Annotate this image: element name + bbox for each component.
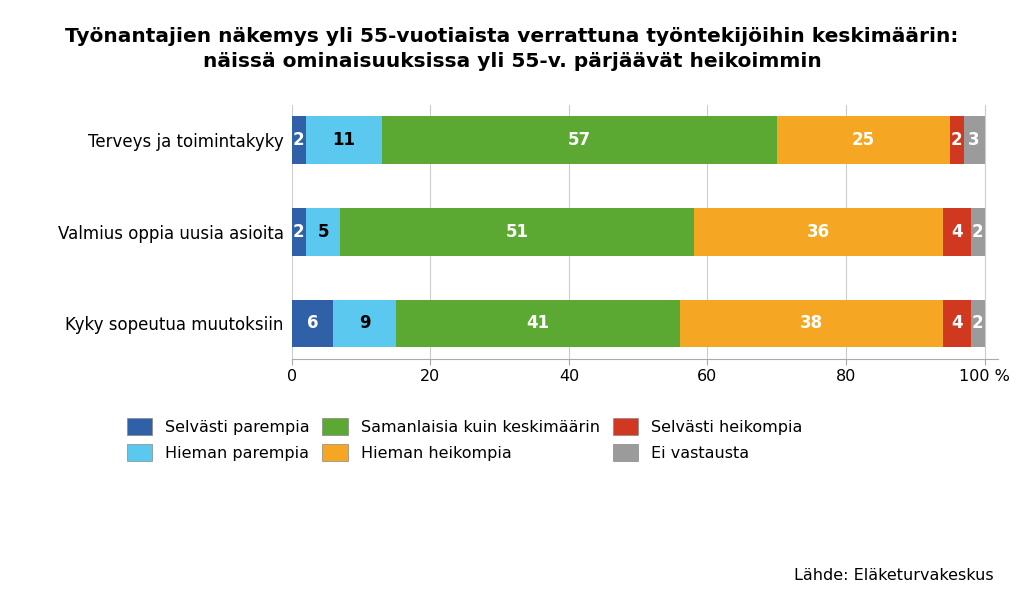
Text: 5: 5: [317, 222, 329, 241]
Bar: [943, 300, 971, 347]
Text: 4: 4: [951, 222, 963, 241]
Legend: Selvästi parempia, Hieman parempia, Samanlaisia kuin keskimäärin, Hieman heikomp: Selvästi parempia, Hieman parempia, Sama…: [127, 417, 802, 461]
Text: 57: 57: [567, 131, 591, 149]
Text: 41: 41: [526, 315, 549, 332]
Bar: [382, 116, 777, 164]
Bar: [334, 300, 395, 347]
Text: 51: 51: [506, 222, 528, 241]
Bar: [964, 116, 984, 164]
Text: 2: 2: [972, 222, 983, 241]
Bar: [950, 116, 964, 164]
Bar: [292, 116, 306, 164]
Bar: [943, 208, 971, 255]
Text: 9: 9: [358, 315, 371, 332]
Text: Työnantajien näkemys yli 55-vuotiaista verrattuna työntekijöihin keskimäärin:
nä: Työnantajien näkemys yli 55-vuotiaista v…: [66, 27, 958, 71]
Text: 11: 11: [333, 131, 355, 149]
Text: 2: 2: [293, 222, 304, 241]
Text: 38: 38: [800, 315, 823, 332]
Bar: [680, 300, 943, 347]
Text: 2: 2: [951, 131, 963, 149]
Text: 2: 2: [293, 131, 304, 149]
Bar: [777, 116, 950, 164]
Text: 25: 25: [852, 131, 874, 149]
Text: 2: 2: [972, 315, 983, 332]
Text: 3: 3: [969, 131, 980, 149]
Text: 36: 36: [807, 222, 829, 241]
Bar: [340, 208, 693, 255]
Bar: [971, 300, 984, 347]
Bar: [292, 300, 334, 347]
Text: 6: 6: [307, 315, 318, 332]
Text: 4: 4: [951, 315, 963, 332]
Bar: [693, 208, 943, 255]
Bar: [306, 208, 340, 255]
Bar: [395, 300, 680, 347]
Text: Lähde: Eläketurvakeskus: Lähde: Eläketurvakeskus: [794, 568, 993, 583]
Bar: [306, 116, 382, 164]
Bar: [971, 208, 984, 255]
Bar: [292, 208, 306, 255]
